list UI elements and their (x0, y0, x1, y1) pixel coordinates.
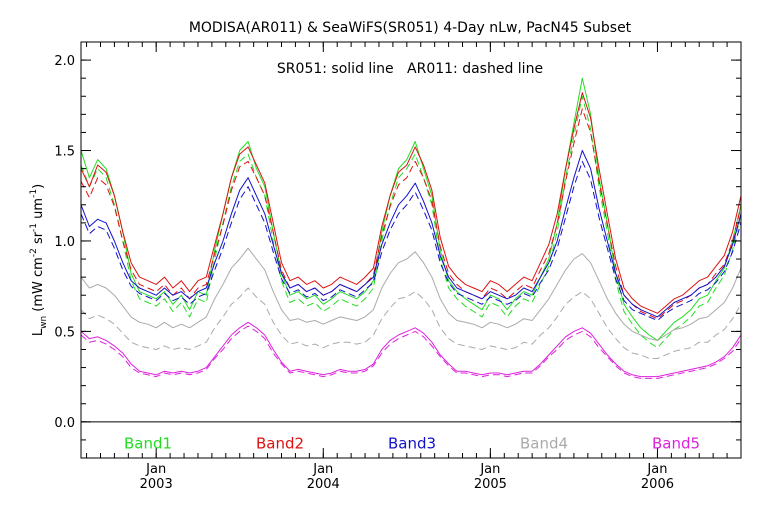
series-b1-ar011 (80, 95, 742, 349)
x-tick-year: 2004 (307, 477, 340, 492)
y-label-close: ) (31, 184, 46, 189)
plot-frame (80, 41, 742, 459)
series-b3-ar011 (80, 160, 742, 321)
y-tick-label: 1.0 (54, 235, 75, 250)
legend: Band1 Band2 Band3 Band4 Band5 (124, 435, 700, 453)
series-b5-ar011 (80, 325, 742, 379)
chart-title: MODISA(AR011) & SeaWiFS(SR051) 4-Day nLw… (189, 20, 632, 36)
legend-band4: Band4 (520, 435, 568, 453)
series-layer (80, 77, 742, 379)
x-tick-year: 2005 (474, 477, 507, 492)
y-tick-label: 0.5 (54, 325, 75, 340)
y-label-um: um (31, 198, 46, 223)
x-tick-month: Jan (145, 462, 166, 477)
series-b2-ar011 (80, 108, 742, 320)
y-tick-label: 0.0 (54, 416, 75, 431)
y-axis: 0.0 0.5 1.0 1.5 2.0 (54, 41, 741, 459)
y-label-exp2: -1 (29, 223, 39, 232)
y-label-l: L (31, 328, 46, 336)
y-tick-label: 1.5 (54, 145, 75, 160)
y-label-exp3: -1 (29, 189, 39, 198)
series-b2-sr051 (80, 92, 742, 314)
x-tick-month: Jan (646, 462, 667, 477)
series-b1-sr051 (80, 77, 742, 341)
y-tick-label: 2.0 (54, 54, 75, 69)
series-b3-sr051 (80, 150, 742, 318)
chart-subtitle: SR051: solid line AR011: dashed line (277, 61, 543, 77)
y-axis-label: Lwn (mW cm-2 sr-1 um-1) (29, 184, 49, 336)
x-tick-year: 2006 (641, 477, 674, 492)
series-b4-sr051 (80, 247, 742, 341)
x-tick-year: 2003 (140, 477, 173, 492)
series-b5-sr051 (80, 321, 742, 378)
y-label-units-open: (mW cm (31, 257, 46, 316)
x-tick-month: Jan (479, 462, 500, 477)
x-tick-month: Jan (312, 462, 333, 477)
legend-band2: Band2 (256, 435, 304, 453)
series-b4-ar011 (80, 287, 742, 359)
legend-band5: Band5 (652, 435, 700, 453)
legend-band3: Band3 (388, 435, 436, 453)
y-label-sub: wn (39, 316, 49, 329)
y-label-exp1: -2 (29, 248, 39, 257)
y-label-sr: sr (31, 231, 46, 248)
legend-band1: Band1 (124, 435, 172, 453)
